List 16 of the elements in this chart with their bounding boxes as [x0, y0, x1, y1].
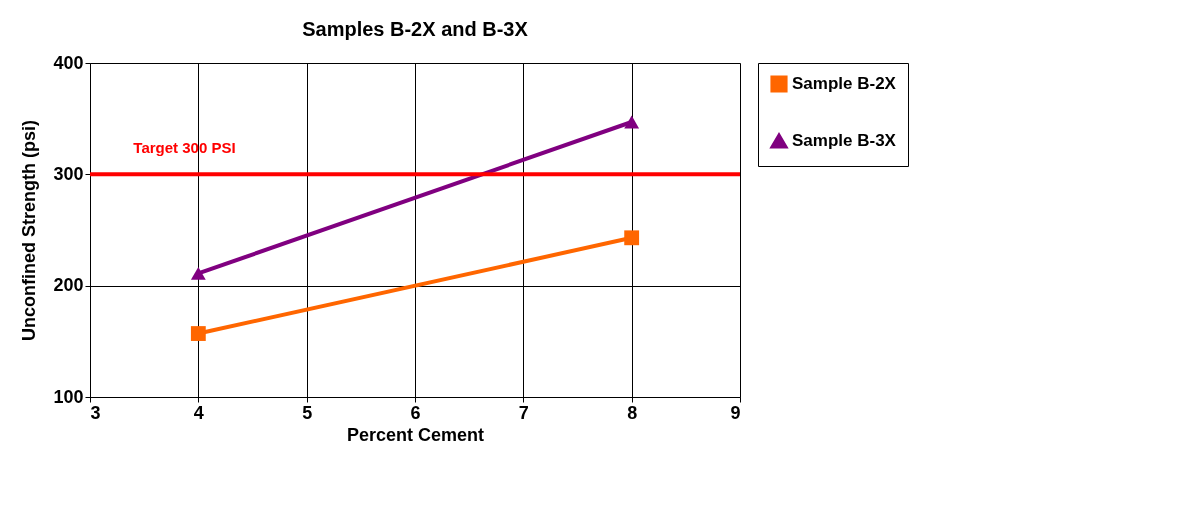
x-axis-title: Percent Cement: [346, 424, 485, 445]
legend-label: Sample B-3X: [792, 131, 897, 150]
x-tick-label: 8: [627, 402, 638, 423]
y-tick-label: 200: [53, 275, 84, 296]
y-tick-label: 100: [53, 386, 84, 407]
y-tick-label: 400: [53, 52, 84, 73]
legend-label: Sample B-2X: [792, 74, 897, 93]
chart-title: Samples B-2X and B-3X: [302, 18, 529, 40]
y-axis-title: Unconfined Strength (psi): [19, 120, 40, 341]
x-tick-label: 3: [90, 402, 101, 423]
y-tick-label: 300: [53, 163, 84, 184]
x-tick-label: 7: [518, 402, 529, 423]
x-tick-label: 6: [410, 402, 421, 423]
x-tick-label: 4: [193, 402, 204, 423]
x-tick-label: 9: [730, 402, 741, 423]
x-tick-label: 5: [302, 402, 313, 423]
